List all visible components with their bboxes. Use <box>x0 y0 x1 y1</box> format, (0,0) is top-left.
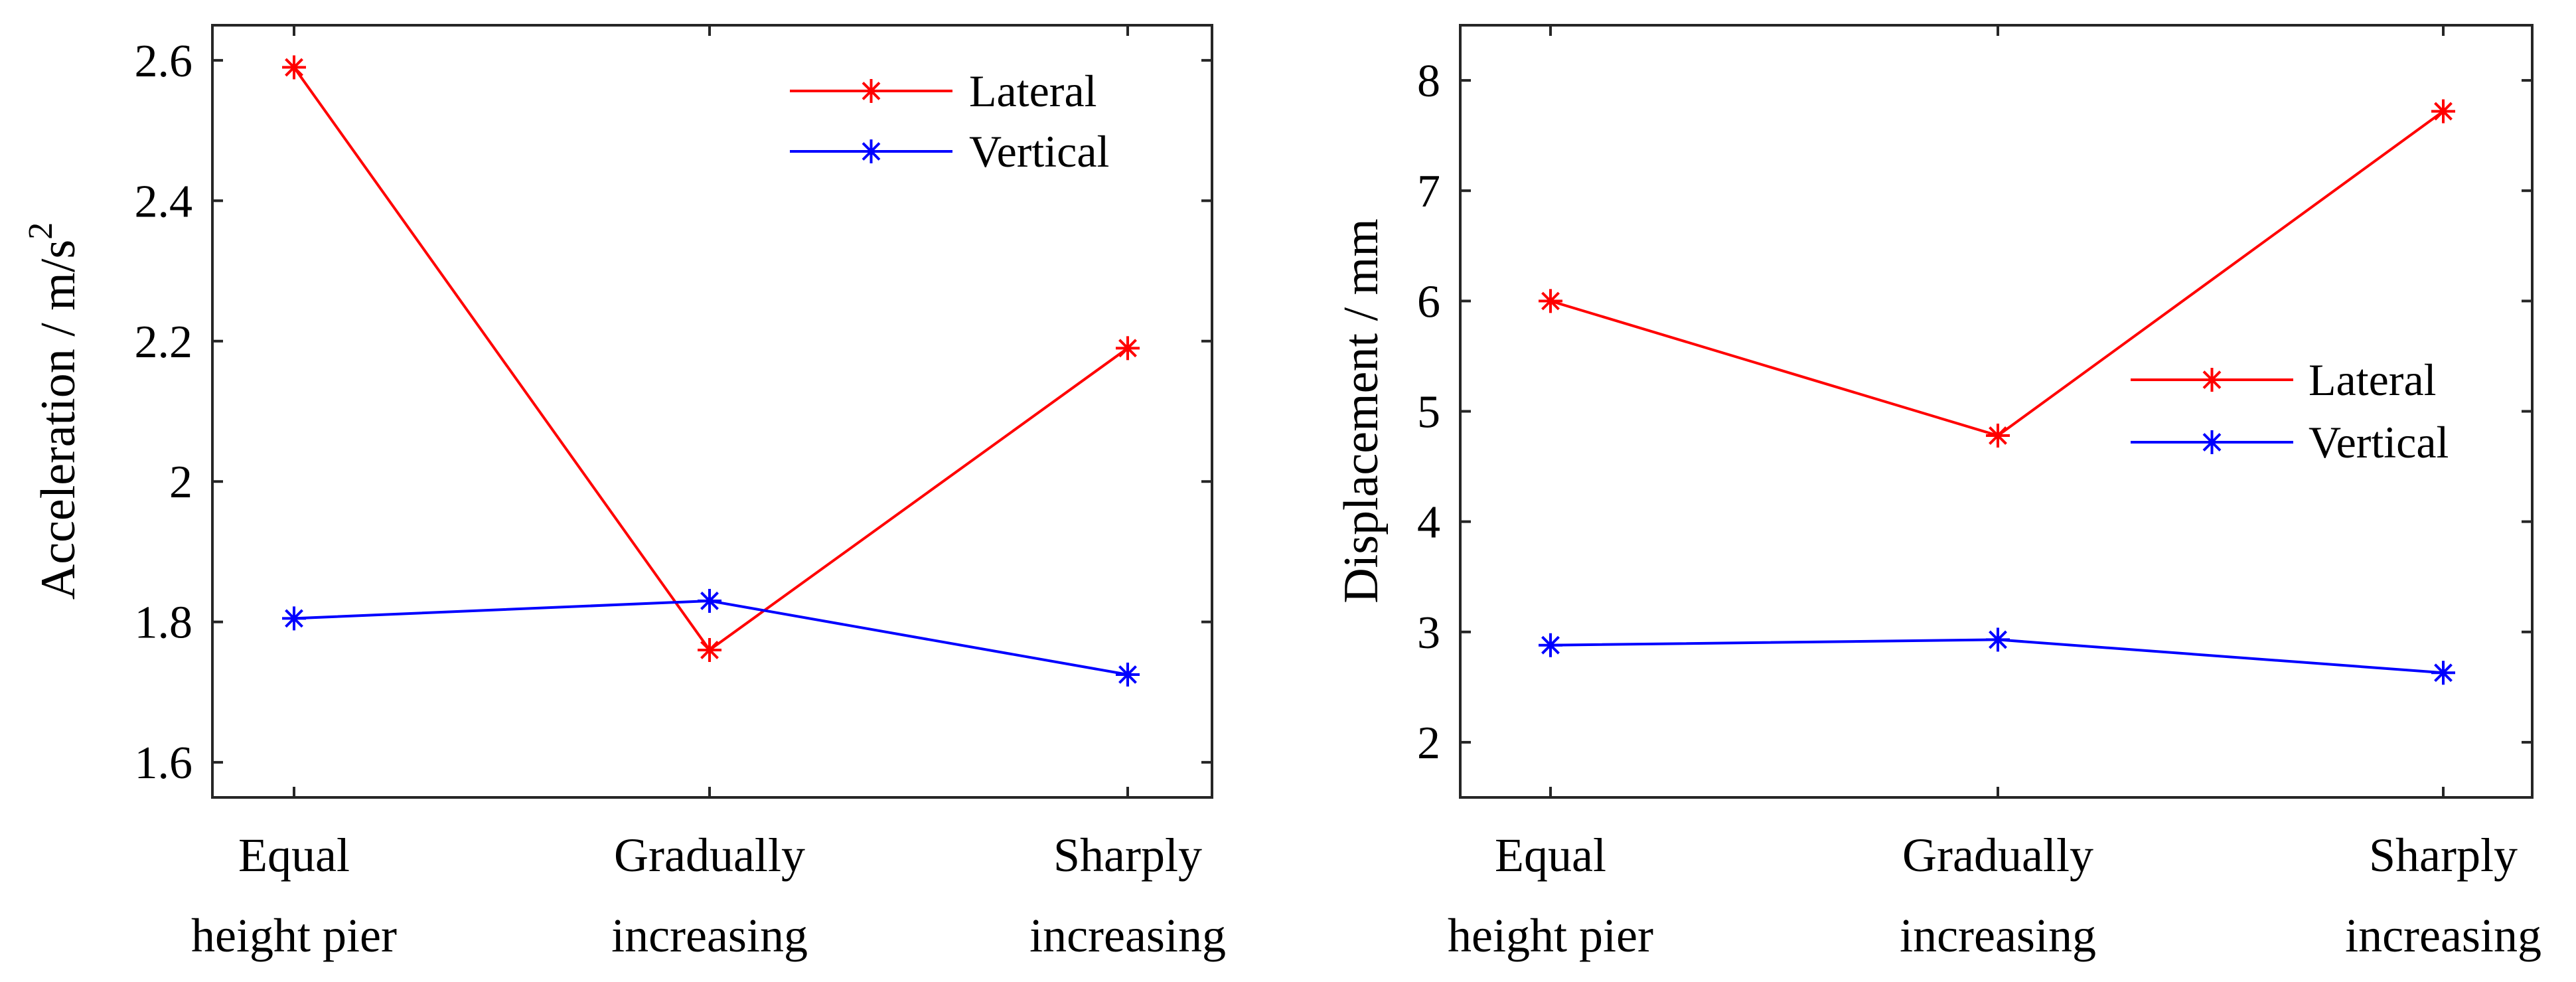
series-vertical <box>282 588 1140 687</box>
x-category-label: Equal <box>238 829 350 882</box>
data-point-vertical <box>1539 633 1562 657</box>
x-category-label: increasing <box>1029 909 1226 962</box>
y-tick-label: 8 <box>1417 56 1440 107</box>
legend: Lateral Vertical <box>2131 355 2449 467</box>
data-point-vertical <box>1986 627 2010 652</box>
chart-panel-2: 2 3 4 5 6 7 8 Equal height pier Gradually increasi… <box>1334 24 2541 962</box>
legend-item-lateral: Lateral <box>2131 355 2437 405</box>
x-category-label: Sharply <box>2369 829 2518 882</box>
series-lateral <box>282 55 1140 662</box>
y-tick-label: 2.6 <box>135 36 193 87</box>
data-point-lateral <box>282 55 306 80</box>
data-point-lateral <box>1116 336 1140 361</box>
y-tick-label: 2.2 <box>135 317 193 368</box>
data-point-vertical <box>698 588 721 613</box>
y-tick-label: 6 <box>1417 276 1440 327</box>
legend-marker <box>859 139 883 163</box>
x-category-label: Sharply <box>1053 829 1202 882</box>
legend-marker <box>2200 368 2224 392</box>
y-tick-label: 2 <box>169 457 192 508</box>
data-point-lateral <box>1539 289 1562 313</box>
legend-item-vertical: Vertical <box>790 126 1109 177</box>
y-tick-label: 1.6 <box>135 738 193 789</box>
series-vertical <box>1539 627 2455 685</box>
x-category-label: height pier <box>191 909 397 962</box>
plot-area-frame <box>1459 24 2534 799</box>
legend-item-vertical: Vertical <box>2131 417 2449 467</box>
legend-label: Vertical <box>2309 417 2449 467</box>
y-axis-label-text: Displacement / mm <box>1334 218 1389 604</box>
y-tick-label: 1.8 <box>135 598 193 649</box>
plot-area-frame <box>211 24 1213 799</box>
data-point-vertical <box>282 606 306 631</box>
y-tick-label: 4 <box>1417 497 1440 548</box>
legend-label: Vertical <box>969 126 1109 177</box>
data-point-lateral <box>1986 424 2010 448</box>
x-category-label: height pier <box>1448 909 1653 962</box>
legend-item-lateral: Lateral <box>790 66 1097 116</box>
legend-marker <box>2200 430 2224 454</box>
x-category-label: increasing <box>1900 909 2096 962</box>
legend-marker <box>859 79 883 103</box>
y-tick-label: 2.4 <box>135 176 193 227</box>
y-tick-label: 5 <box>1417 387 1440 438</box>
legend-label: Lateral <box>969 66 1097 116</box>
y-tick-label: 7 <box>1417 166 1440 217</box>
y-axis-label-superscript: 2 <box>22 222 60 240</box>
x-category-label: Gradually <box>1902 829 2093 882</box>
legend: Lateral Vertical <box>790 66 1109 177</box>
data-point-lateral <box>2431 99 2455 123</box>
chart-panel-1: 1.6 1.8 2 2.2 2.4 2.6 Equal height pier Graduall… <box>22 24 1226 962</box>
y-axis-label: Acceleration / m/s2 <box>22 222 86 600</box>
x-category-label: Gradually <box>614 829 805 882</box>
y-tick-label: 3 <box>1417 608 1440 659</box>
data-point-lateral <box>698 637 721 662</box>
y-axis-label: Displacement / mm <box>1334 218 1389 604</box>
y-axis-label-text: Acceleration / m/s <box>31 240 86 600</box>
data-point-vertical <box>2431 661 2455 685</box>
x-category-label: Equal <box>1495 829 1606 882</box>
legend-label: Lateral <box>2309 355 2437 405</box>
data-point-vertical <box>1116 662 1140 687</box>
x-category-label: increasing <box>611 909 808 962</box>
series-lateral <box>1539 99 2455 448</box>
x-category-label: increasing <box>2345 909 2541 962</box>
y-tick-label: 2 <box>1417 718 1440 769</box>
